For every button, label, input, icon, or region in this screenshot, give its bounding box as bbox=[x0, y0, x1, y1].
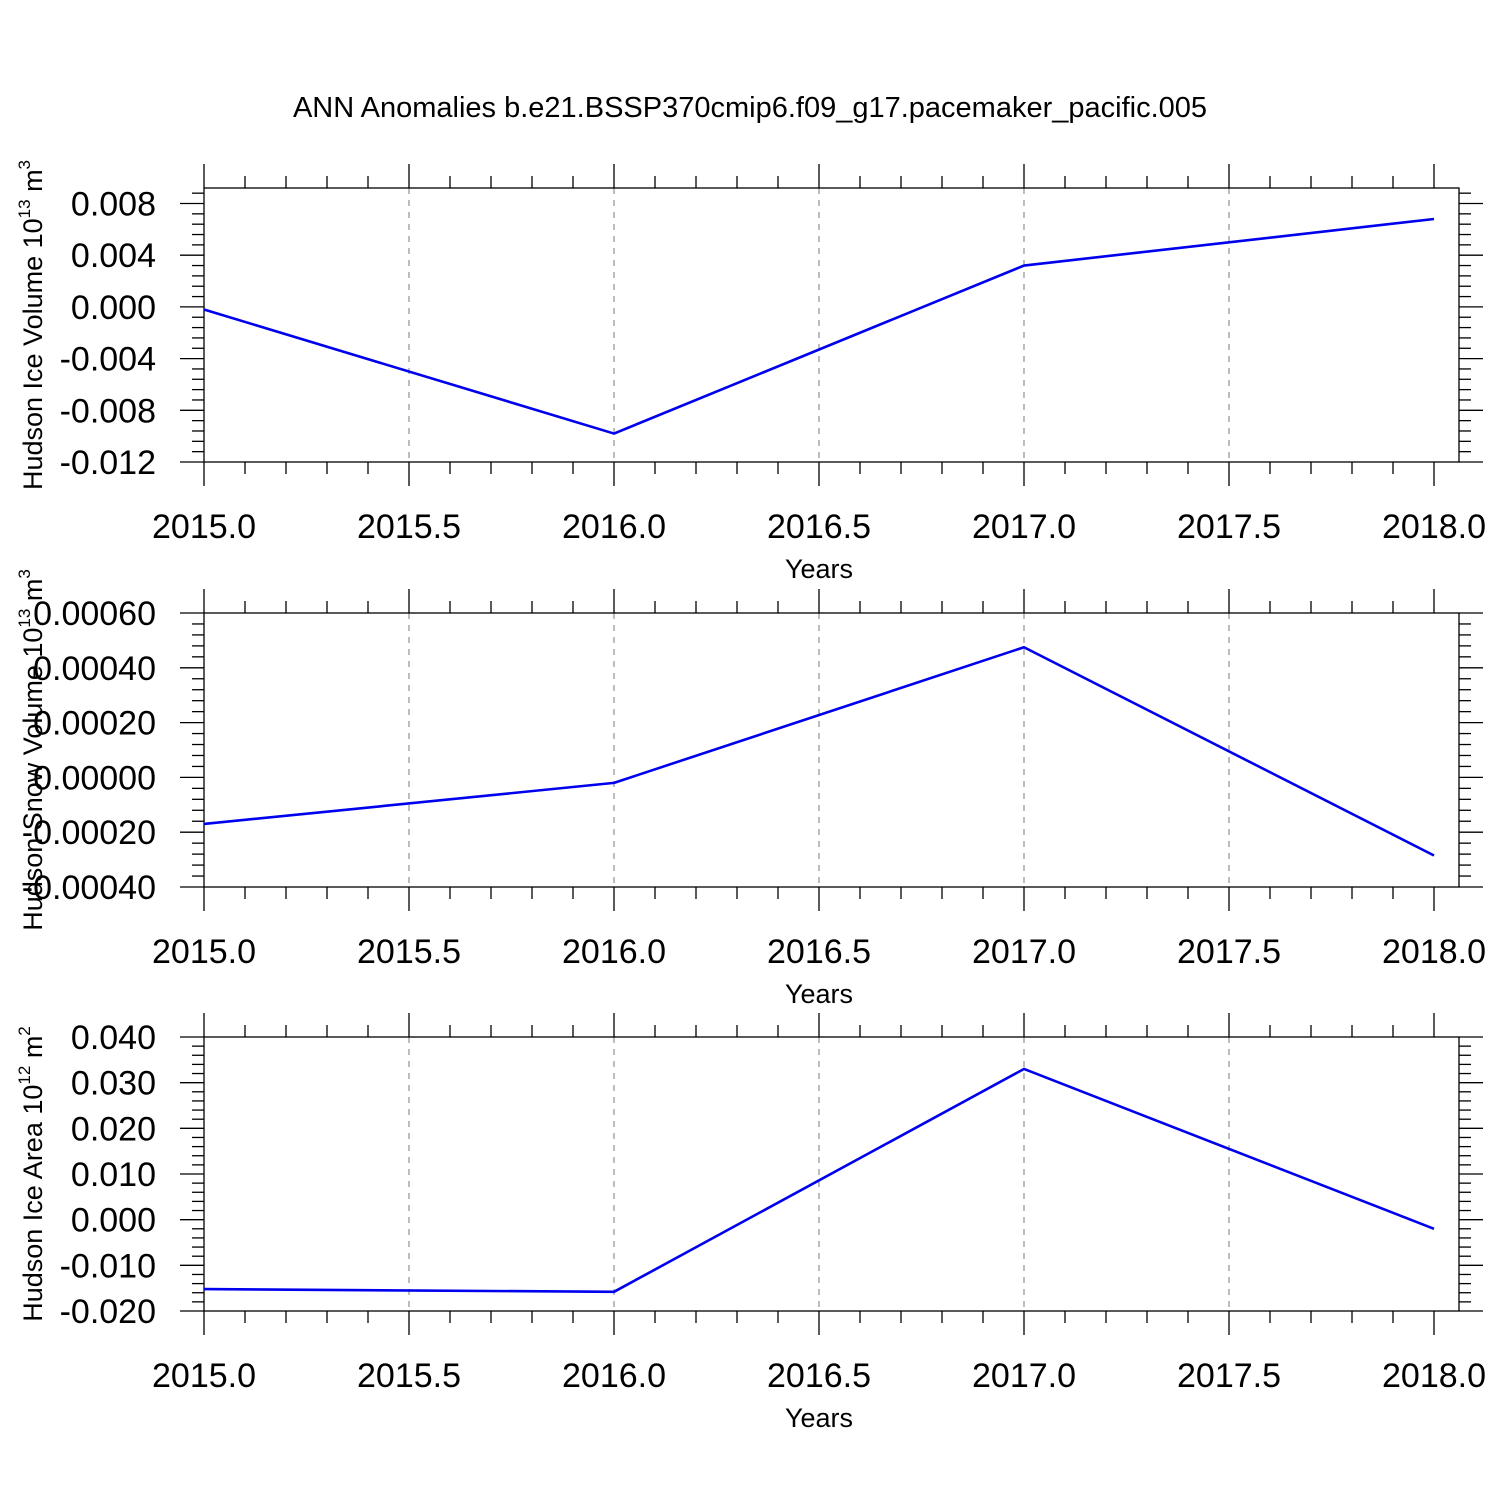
x-tick-label: 2017.5 bbox=[1177, 933, 1281, 971]
series-line-1 bbox=[203, 645, 1435, 857]
x-axis-label: Years bbox=[785, 979, 853, 1009]
y-tick-label: 0.00020 bbox=[33, 705, 156, 743]
y-tick-label: -0.004 bbox=[60, 341, 156, 379]
y-tick-label: 0.008 bbox=[71, 186, 156, 224]
x-tick-label: 2017.5 bbox=[1177, 1357, 1281, 1395]
y-tick-label: -0.012 bbox=[60, 444, 156, 482]
y-tick-label: -0.00040 bbox=[22, 869, 156, 907]
y-tick-label: 0.00060 bbox=[33, 595, 156, 633]
x-tick-label: 2015.5 bbox=[357, 933, 461, 971]
series-line-1 bbox=[203, 217, 1435, 435]
x-tick-label: 2015.0 bbox=[152, 933, 256, 971]
x-tick-label: 2015.0 bbox=[152, 1357, 256, 1395]
x-tick-label: 2016.0 bbox=[562, 508, 666, 546]
x-tick-label: 2017.5 bbox=[1177, 508, 1281, 546]
panels: 2015.0 2015.5 2016.0 2016.5 2017.0 2017.5 2018… bbox=[15, 160, 1486, 1433]
x-axis-label: Years bbox=[785, 1403, 853, 1433]
y-tick-label: 0.00000 bbox=[33, 759, 156, 797]
x-tick-label: 2015.5 bbox=[357, 1357, 461, 1395]
x-axis-label: Years bbox=[785, 554, 853, 584]
x-tick-label: 2017.0 bbox=[972, 1357, 1076, 1395]
y-axis-label: Hudson Ice Volume 1013 m3 bbox=[15, 160, 48, 490]
chart-panel-1: 2015.0 2015.5 2016.0 2016.5 2017.0 2017.5 2018… bbox=[15, 160, 1486, 584]
x-tick-label: 2018.0 bbox=[1382, 933, 1486, 971]
x-tick-label: 2016.5 bbox=[767, 508, 871, 546]
figure-title: ANN Anomalies b.e21.BSSP370cmip6.f09_g17… bbox=[293, 92, 1207, 124]
y-tick-label: 0.010 bbox=[71, 1156, 156, 1194]
y-tick-label: 0.00040 bbox=[33, 650, 156, 688]
plot-frame bbox=[203, 187, 1460, 463]
y-tick-label: -0.00020 bbox=[22, 814, 156, 852]
chart-panel-2: 2015.0 2015.5 2016.0 2016.5 2017.0 2017.5 2018… bbox=[15, 569, 1486, 1009]
series-line-1 bbox=[203, 1067, 1435, 1294]
y-tick-label: -0.020 bbox=[60, 1293, 156, 1331]
x-tick-label: 2016.0 bbox=[562, 933, 666, 971]
x-tick-label: 2016.5 bbox=[767, 933, 871, 971]
y-tick-label: 0.020 bbox=[71, 1110, 156, 1148]
x-tick-label: 2015.0 bbox=[152, 508, 256, 546]
x-tick-label: 2017.0 bbox=[972, 508, 1076, 546]
y-tick-label: 0.040 bbox=[71, 1019, 156, 1057]
y-tick-label: -0.008 bbox=[60, 392, 156, 430]
x-tick-label: 2016.0 bbox=[562, 1357, 666, 1395]
y-tick-label: 0.030 bbox=[71, 1065, 156, 1103]
chart-panel-3: 2015.0 2015.5 2016.0 2016.5 2017.0 2017.5 2018… bbox=[15, 1013, 1486, 1433]
x-tick-label: 2016.5 bbox=[767, 1357, 871, 1395]
y-tick-label: -0.010 bbox=[60, 1247, 156, 1285]
y-tick-label: 0.000 bbox=[71, 1202, 156, 1240]
x-tick-label: 2017.0 bbox=[972, 933, 1076, 971]
x-tick-label: 2015.5 bbox=[357, 508, 461, 546]
y-tick-label: 0.000 bbox=[71, 289, 156, 327]
plot-frame bbox=[203, 612, 1460, 888]
y-tick-label: 0.004 bbox=[71, 237, 156, 275]
y-axis-label: Hudson Ice Area 1012 m2 bbox=[15, 1026, 48, 1322]
y-axis-label: Hudson Snow Volume 1013 m3 bbox=[15, 569, 48, 931]
x-tick-label: 2018.0 bbox=[1382, 508, 1486, 546]
x-tick-label: 2018.0 bbox=[1382, 1357, 1486, 1395]
